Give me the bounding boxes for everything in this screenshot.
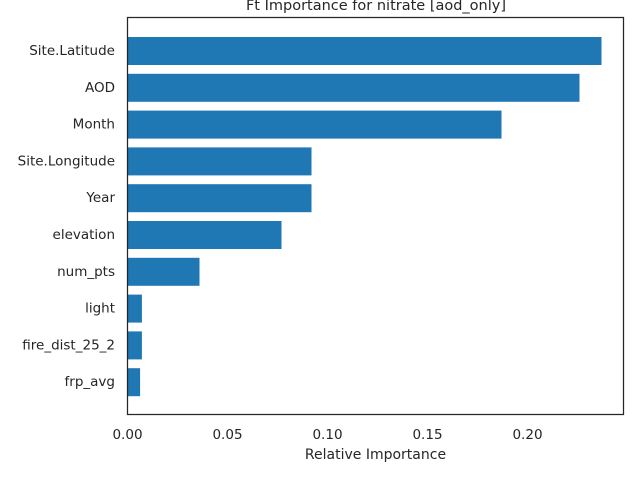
y-tick-label-elevation: elevation	[53, 227, 115, 243]
y-tick-label-site-longitude: Site.Longitude	[18, 153, 115, 169]
y-tick-label-aod: AOD	[85, 80, 115, 96]
x-tick-label: 0.15	[412, 427, 442, 443]
bar-fire-dist-25-2	[127, 331, 142, 360]
bar-year	[127, 184, 312, 213]
bar-frp-avg	[127, 368, 141, 397]
bar-site-longitude	[127, 147, 312, 176]
y-tick-label-fire-dist-25-2: fire_dist_25_2	[22, 337, 115, 353]
bar-aod	[127, 73, 580, 102]
y-tick-label-month: Month	[73, 117, 115, 133]
x-tick-label: 0.00	[112, 427, 142, 443]
y-tick-labels: Site.Latitude AOD Month Site.Longitude Year e…	[18, 43, 116, 390]
x-axis-label: Relative Importance	[305, 447, 446, 463]
y-tick-label-site-latitude: Site.Latitude	[29, 43, 115, 59]
bar-num-pts	[127, 257, 200, 286]
bars-group	[127, 37, 602, 397]
bar-month	[127, 110, 502, 139]
bar-site-latitude	[127, 37, 602, 65]
bar-light	[127, 294, 142, 323]
x-tick-label: 0.10	[312, 427, 342, 443]
x-tick-label: 0.05	[212, 427, 242, 443]
x-tick-label: 0.20	[512, 427, 542, 443]
bar-elevation	[127, 221, 282, 249]
y-tick-label-light: light	[85, 301, 115, 317]
plot-frame	[126, 16, 625, 416]
x-ticks: 0.00 0.05 0.10 0.15 0.20	[112, 427, 542, 443]
y-tick-label-frp-avg: frp_avg	[65, 374, 115, 390]
y-tick-label-num-pts: num_pts	[57, 264, 115, 280]
y-tick-label-year: Year	[85, 190, 115, 206]
chart-title: Ft Importance for nitrate [aod_only]	[246, 0, 506, 14]
